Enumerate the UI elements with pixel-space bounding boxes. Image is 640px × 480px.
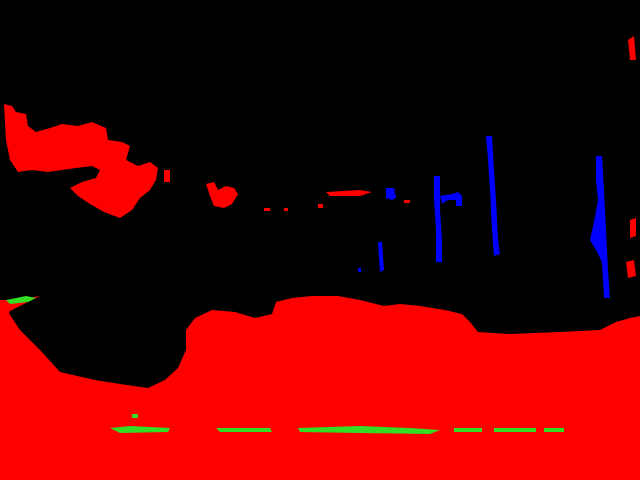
red-right-edge-top [628, 36, 636, 60]
red-thin-streak [326, 190, 372, 196]
green-stripe [6, 296, 36, 304]
green-stripe [454, 428, 482, 432]
red-upper-left-blob [4, 104, 158, 218]
blue-pole [590, 156, 610, 298]
green-stripe [544, 428, 564, 432]
red-right-edge-mid [630, 218, 636, 238]
red-speck [284, 208, 288, 211]
blue-pole-bracket [440, 192, 462, 206]
blue-pole [434, 176, 442, 262]
green-stripe [110, 426, 170, 433]
green-stripe [216, 428, 272, 432]
red-speck [318, 204, 323, 208]
red-speck [404, 200, 410, 203]
blue-pole [486, 136, 500, 256]
red-right-edge-low [626, 260, 636, 278]
green-stripe [494, 428, 536, 432]
green-speck [132, 414, 138, 418]
red-small-blob [206, 182, 238, 208]
blue-sign [386, 188, 396, 200]
blue-pole [378, 242, 384, 272]
red-left-edge [0, 300, 12, 450]
red-speck [264, 208, 270, 211]
blue-speck [358, 268, 361, 272]
green-stripe [298, 426, 440, 434]
red-lower-region [0, 296, 640, 480]
red-speck [164, 170, 170, 182]
